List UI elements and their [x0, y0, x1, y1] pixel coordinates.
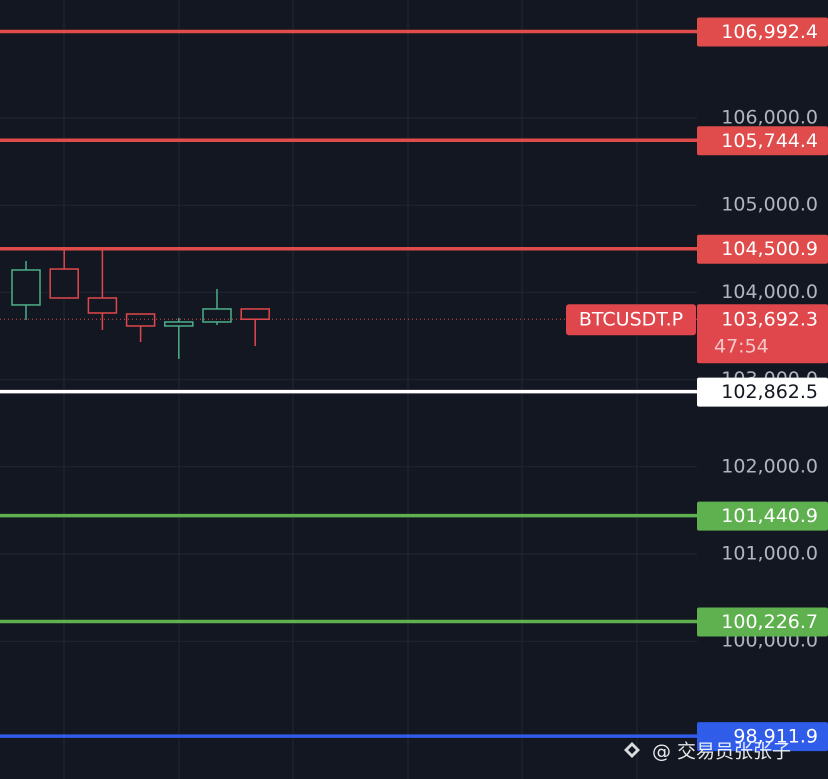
watermark: @ 交易员张张子: [652, 741, 791, 763]
level-label: 106,992.4: [721, 21, 818, 43]
candle-body: [125, 313, 156, 327]
symbol-label: BTCUSDT.P: [579, 309, 683, 331]
y-tick-label: 106,000.0: [721, 106, 818, 128]
countdown-label: 47:54: [714, 336, 769, 358]
level-label: 100,226.7: [721, 611, 818, 633]
candle-body: [164, 321, 194, 327]
candle-body: [240, 308, 270, 320]
last-price-label: 103,692.3: [721, 309, 818, 331]
time-grid: [63, 0, 638, 779]
y-tick-label: 105,000.0: [721, 194, 818, 216]
y-tick-label: 101,000.0: [721, 543, 818, 565]
candle-body: [202, 308, 232, 323]
candle-body: [87, 297, 118, 314]
candle-body: [49, 268, 79, 299]
last-price-label-bg: [697, 304, 828, 364]
y-tick-label: 102,000.0: [721, 455, 818, 477]
level-label-bg: [697, 126, 828, 156]
level-label: 102,862.5: [721, 381, 818, 403]
symbol-label-bg: [566, 304, 696, 336]
watermark-icon: [624, 742, 640, 758]
level-label: 98,911.9: [733, 726, 818, 748]
level-label: 105,744.4: [721, 130, 818, 152]
level-label-bg: [697, 377, 828, 407]
level-label: 101,440.9: [721, 505, 818, 527]
level-label: 104,500.9: [721, 238, 818, 260]
level-label-bg: [697, 607, 828, 637]
level-label-bg: [697, 234, 828, 264]
level-label-bg: [697, 501, 828, 531]
y-tick-label: 104,000.0: [721, 281, 818, 303]
level-label-bg: [697, 17, 828, 47]
candle-body: [11, 269, 41, 306]
level-label-bg: [697, 722, 828, 752]
